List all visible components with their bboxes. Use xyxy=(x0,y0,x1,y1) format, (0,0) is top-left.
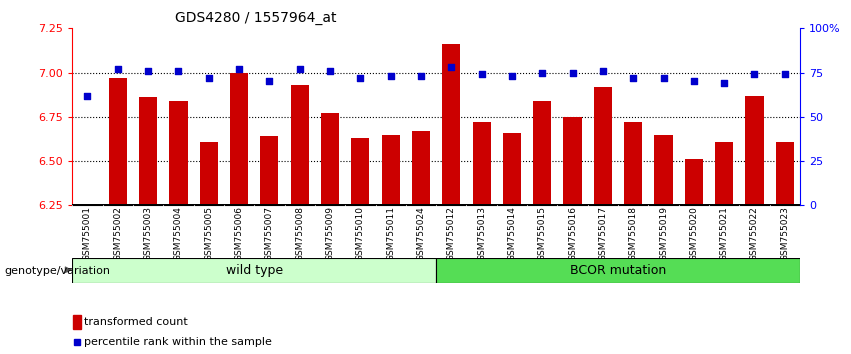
Bar xyxy=(685,159,703,205)
Point xyxy=(111,66,124,72)
Bar xyxy=(381,135,400,205)
Point xyxy=(475,72,488,77)
Bar xyxy=(472,122,491,205)
Text: GSM755009: GSM755009 xyxy=(326,206,334,261)
Text: genotype/variation: genotype/variation xyxy=(4,266,111,276)
Text: GSM755023: GSM755023 xyxy=(780,206,789,261)
Text: GSM755012: GSM755012 xyxy=(447,206,456,261)
Bar xyxy=(230,73,248,205)
Point xyxy=(293,66,306,72)
Point xyxy=(353,75,367,81)
Text: percentile rank within the sample: percentile rank within the sample xyxy=(84,337,272,348)
Bar xyxy=(715,142,734,205)
Bar xyxy=(290,85,309,205)
Bar xyxy=(436,258,800,283)
Bar xyxy=(745,96,763,205)
Text: GSM755005: GSM755005 xyxy=(204,206,214,261)
Bar xyxy=(654,135,672,205)
Point xyxy=(717,80,731,86)
Bar xyxy=(78,204,96,205)
Bar xyxy=(775,142,794,205)
Text: GSM755020: GSM755020 xyxy=(689,206,699,261)
Bar xyxy=(594,87,612,205)
Text: GSM755017: GSM755017 xyxy=(598,206,608,261)
Text: transformed count: transformed count xyxy=(84,317,188,327)
Point xyxy=(414,73,428,79)
Point xyxy=(778,72,791,77)
Text: GSM755014: GSM755014 xyxy=(507,206,517,261)
Point xyxy=(687,79,700,84)
Bar xyxy=(321,113,339,205)
Text: GSM755007: GSM755007 xyxy=(265,206,274,261)
Text: GSM755011: GSM755011 xyxy=(386,206,395,261)
Point xyxy=(505,73,519,79)
Bar xyxy=(139,97,157,205)
Bar xyxy=(443,44,460,205)
Text: GSM755024: GSM755024 xyxy=(416,206,426,261)
Point xyxy=(141,68,155,74)
Point xyxy=(202,75,215,81)
Text: GSM755022: GSM755022 xyxy=(750,206,759,261)
Text: BCOR mutation: BCOR mutation xyxy=(570,264,666,277)
Bar xyxy=(503,133,521,205)
Bar xyxy=(200,142,218,205)
Text: GSM755010: GSM755010 xyxy=(356,206,365,261)
Bar xyxy=(351,138,369,205)
Text: GSM755016: GSM755016 xyxy=(568,206,577,261)
Bar xyxy=(73,315,81,329)
Text: GSM755001: GSM755001 xyxy=(83,206,92,261)
Bar xyxy=(72,258,436,283)
Point xyxy=(172,68,186,74)
Point xyxy=(81,93,94,98)
Text: GSM755004: GSM755004 xyxy=(174,206,183,261)
Point xyxy=(323,68,337,74)
Bar xyxy=(624,122,643,205)
Point xyxy=(444,64,458,70)
Bar xyxy=(109,78,127,205)
Bar xyxy=(533,101,551,205)
Point xyxy=(626,75,640,81)
Point xyxy=(566,70,580,75)
Text: wild type: wild type xyxy=(226,264,283,277)
Point xyxy=(748,72,762,77)
Text: GSM755008: GSM755008 xyxy=(295,206,304,261)
Point xyxy=(596,68,609,74)
Point xyxy=(263,79,277,84)
Bar xyxy=(260,136,278,205)
Text: GSM755003: GSM755003 xyxy=(144,206,152,261)
Text: GSM755021: GSM755021 xyxy=(720,206,728,261)
Point xyxy=(535,70,549,75)
Bar xyxy=(412,131,430,205)
Point xyxy=(384,73,397,79)
Text: GSM755018: GSM755018 xyxy=(629,206,637,261)
Point xyxy=(232,66,246,72)
Text: GSM755019: GSM755019 xyxy=(659,206,668,261)
Point xyxy=(657,75,671,81)
Text: GSM755015: GSM755015 xyxy=(538,206,546,261)
Text: GSM755006: GSM755006 xyxy=(235,206,243,261)
Bar xyxy=(169,101,187,205)
Text: GSM755013: GSM755013 xyxy=(477,206,486,261)
Bar xyxy=(563,117,581,205)
Text: GSM755002: GSM755002 xyxy=(113,206,123,261)
Text: GDS4280 / 1557964_at: GDS4280 / 1557964_at xyxy=(174,11,336,25)
